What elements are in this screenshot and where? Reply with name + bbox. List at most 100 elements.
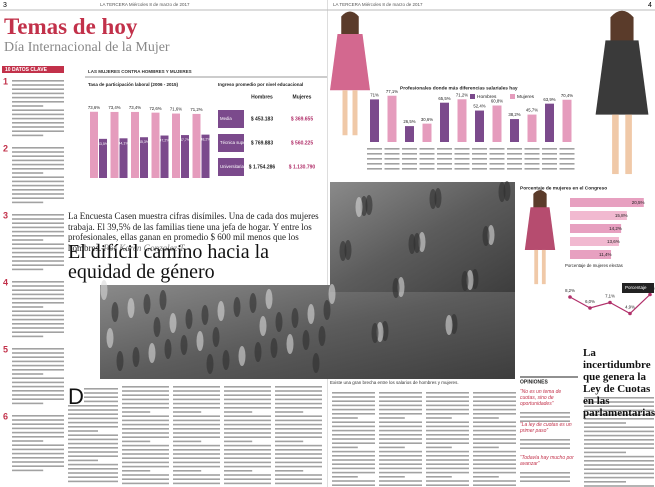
text-line [12, 235, 64, 237]
text-line [275, 453, 322, 455]
text-line [12, 109, 64, 111]
text-line [332, 421, 375, 423]
text-line [332, 459, 375, 461]
income-value: $ 453.183 [251, 116, 273, 122]
text-line [520, 447, 570, 449]
photo-figure [445, 315, 453, 335]
text-line [122, 415, 169, 417]
income-value: $ 1.754.286 [249, 164, 276, 170]
value-label: 26,5% [403, 119, 415, 124]
text-line [12, 356, 64, 358]
photo-figure [312, 353, 320, 373]
text-line [224, 436, 271, 438]
text-line [584, 439, 654, 441]
text-line [84, 392, 118, 394]
text-line [520, 416, 570, 418]
sidebar-bar [2, 66, 64, 73]
text-line [426, 429, 469, 432]
text-line [173, 478, 220, 480]
text-line [275, 428, 322, 430]
text-line [584, 472, 654, 475]
headline: El difícil camino hacia la equidad de gé… [68, 241, 270, 283]
text-line [379, 417, 405, 419]
photo-figure [418, 232, 426, 252]
photo-figure [212, 327, 220, 347]
text-line [379, 404, 422, 407]
text-line [224, 415, 271, 417]
text-line [12, 84, 64, 86]
text-line [402, 163, 417, 165]
text-line [173, 423, 220, 426]
text-line [559, 158, 575, 160]
text-line [379, 425, 422, 428]
text-line [12, 444, 64, 446]
text-line [122, 428, 169, 430]
text-line [173, 440, 202, 443]
text-line [12, 297, 64, 300]
text-line [437, 168, 452, 170]
text-line [68, 468, 118, 470]
text-line [122, 478, 169, 480]
text-line [584, 401, 654, 403]
text-line [12, 285, 64, 287]
text-line [454, 153, 470, 155]
text-line [275, 461, 322, 464]
text-line [173, 402, 220, 405]
text-line [12, 256, 64, 258]
text-line [379, 421, 422, 423]
text-line [379, 476, 405, 478]
bar-men [151, 112, 160, 178]
text-line [12, 88, 64, 90]
text-line [275, 398, 322, 401]
photo-figure [328, 284, 336, 304]
bar-women [201, 134, 210, 178]
text-line [426, 421, 469, 423]
text-line [68, 480, 118, 483]
text-line [12, 260, 64, 262]
photo-figure [222, 350, 230, 370]
bar [492, 105, 502, 142]
text-line [473, 446, 499, 449]
text-line [384, 153, 400, 155]
photo-figure [100, 280, 108, 300]
text-line [419, 148, 435, 150]
quote: “La ley de cuotas es un primer paso” [519, 422, 572, 434]
text-line [12, 331, 64, 333]
value-label: 77,1% [386, 89, 398, 94]
text-line [173, 470, 202, 472]
text-line [12, 440, 44, 442]
bar [510, 119, 519, 142]
text-line [426, 438, 469, 440]
caption: Existe una gran brecha entre los salario… [330, 380, 459, 385]
text-line [12, 381, 64, 384]
text-line [68, 426, 118, 428]
photo-figure [291, 308, 299, 328]
text-line [12, 306, 44, 308]
text-line [12, 369, 64, 371]
value-label: 47,7% [180, 138, 191, 142]
page-number: 4 [648, 2, 652, 9]
text-line [84, 400, 118, 403]
text-line [559, 148, 575, 150]
text-line [84, 396, 118, 398]
bar-men [192, 113, 201, 178]
text-line [275, 390, 322, 392]
text-line [524, 163, 540, 165]
text-line [275, 449, 322, 451]
bar [475, 110, 484, 142]
text-line [437, 158, 452, 160]
bar [570, 198, 644, 207]
text-line [68, 455, 118, 457]
photo-figure [127, 298, 135, 318]
text-line [520, 443, 570, 445]
bar-men [131, 111, 139, 178]
text-line [12, 448, 64, 451]
photo-figure [365, 195, 373, 215]
text-line [224, 465, 271, 468]
photo-figure [355, 197, 363, 217]
text-line [367, 163, 382, 165]
value-label: 60,8% [491, 99, 503, 104]
text-line [473, 434, 516, 436]
text-line [12, 159, 64, 162]
text-line [12, 377, 64, 379]
